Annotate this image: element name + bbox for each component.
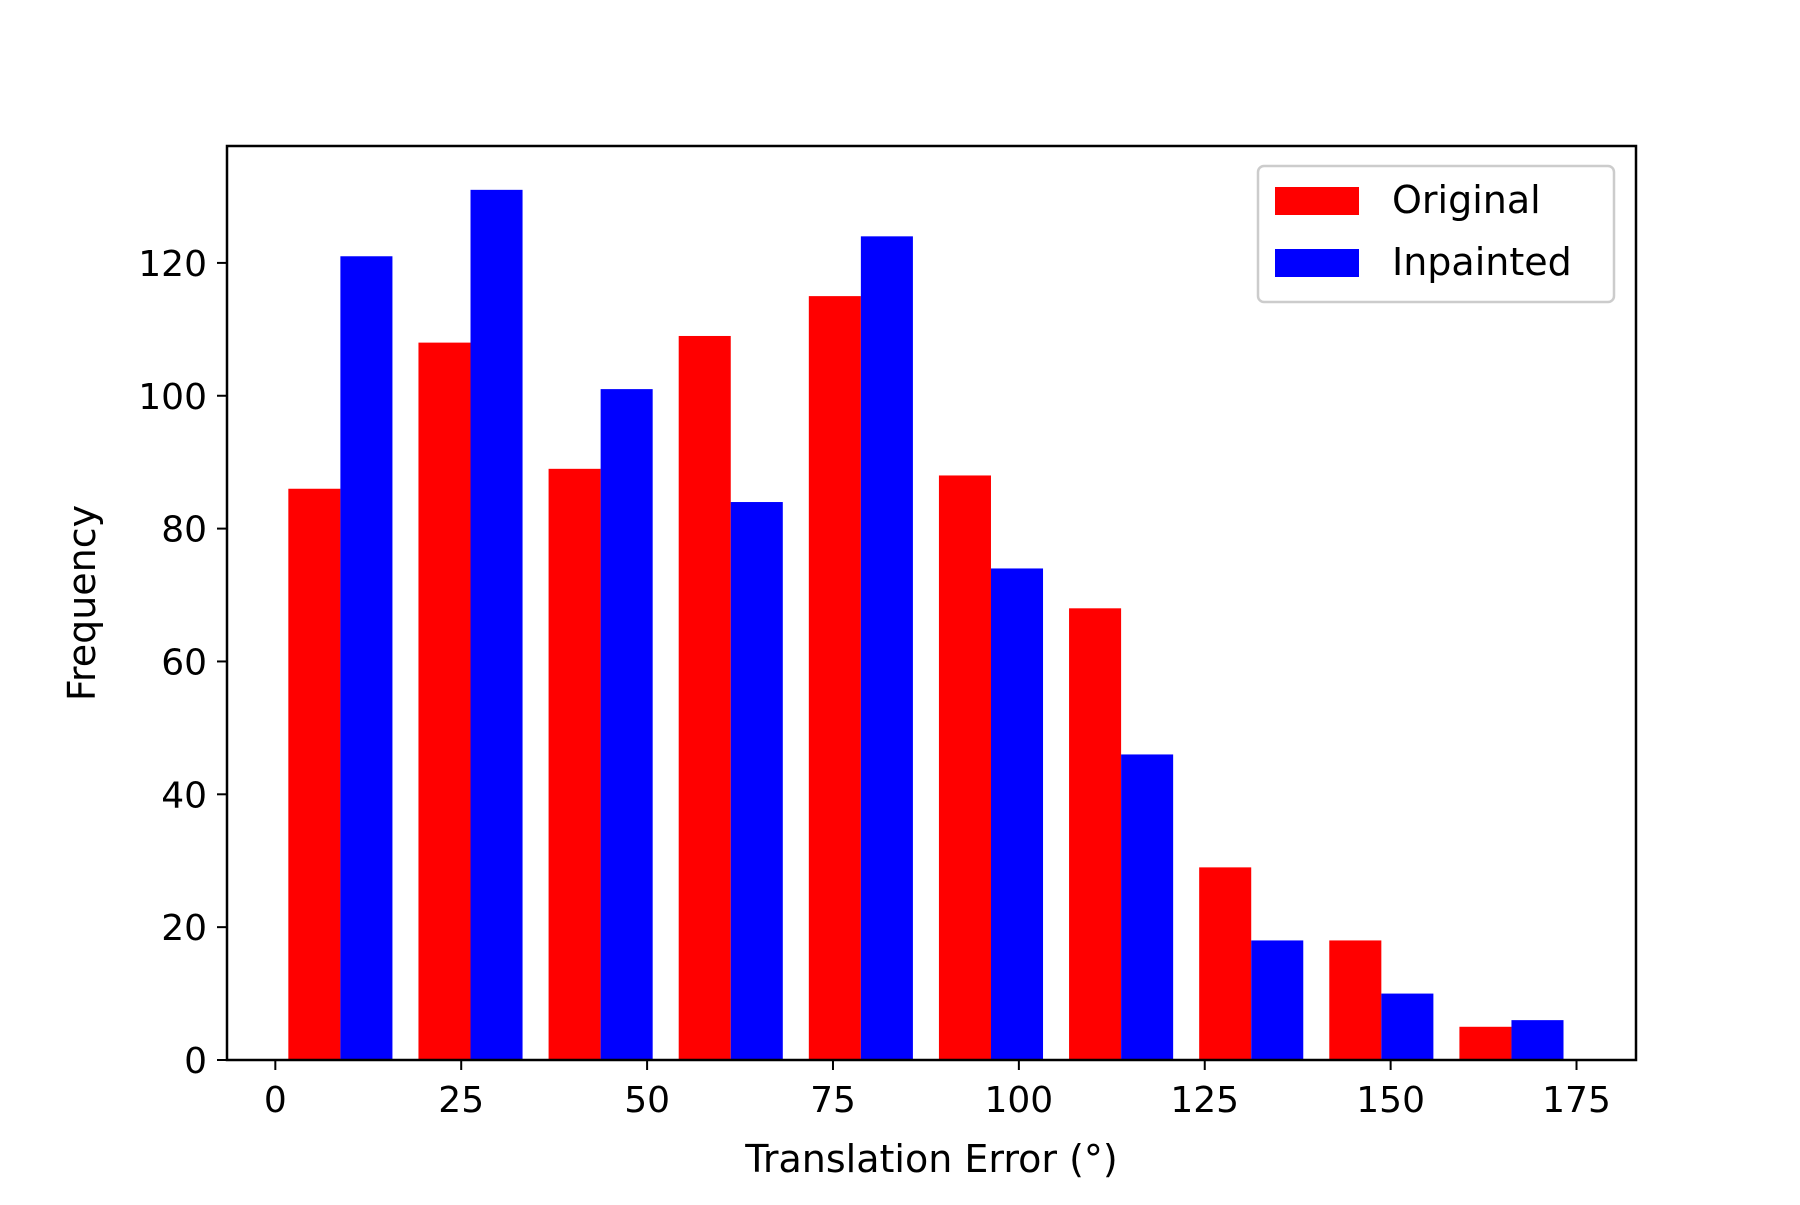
y-axis-title: Frequency xyxy=(60,505,104,701)
bar-original-1 xyxy=(418,342,471,1060)
bar-inpainted-0 xyxy=(340,256,393,1060)
legend: Original Inpainted xyxy=(1256,164,1616,304)
legend-swatch-inpainted xyxy=(1275,249,1359,277)
bars-layer xyxy=(288,189,1564,1061)
x-axis: 0 25 50 75 100 125 150 175 xyxy=(264,1060,1611,1121)
bar-inpainted-8 xyxy=(1381,993,1434,1060)
y-tick-label: 60 xyxy=(161,642,207,683)
x-tick-label: 25 xyxy=(438,1080,484,1121)
bar-original-5 xyxy=(938,475,991,1061)
bar-original-7 xyxy=(1199,867,1252,1060)
bar-original-3 xyxy=(678,335,731,1060)
bar-inpainted-6 xyxy=(1121,754,1174,1060)
y-tick-label: 0 xyxy=(184,1041,207,1082)
bar-inpainted-4 xyxy=(860,236,913,1060)
bar-inpainted-2 xyxy=(600,389,653,1060)
x-tick-label: 75 xyxy=(810,1080,856,1121)
y-tick-label: 120 xyxy=(138,244,207,285)
x-tick-label: 50 xyxy=(624,1080,670,1121)
x-tick-label: 100 xyxy=(985,1080,1054,1121)
y-tick-label: 80 xyxy=(161,510,207,551)
bar-original-2 xyxy=(548,468,601,1061)
y-axis: 0 20 40 60 80 100 120 xyxy=(138,244,227,1082)
bar-original-8 xyxy=(1329,940,1382,1060)
x-tick-label: 0 xyxy=(264,1080,287,1121)
plot-frame xyxy=(225,144,1638,1062)
bar-inpainted-3 xyxy=(730,502,783,1060)
y-tick-label: 100 xyxy=(138,377,207,418)
x-axis-title: Translation Error (°) xyxy=(744,1137,1118,1181)
legend-swatch-original xyxy=(1275,187,1359,215)
bar-original-0 xyxy=(288,488,341,1060)
bar-inpainted-9 xyxy=(1511,1020,1564,1060)
bar-inpainted-7 xyxy=(1251,940,1304,1060)
y-tick-label: 40 xyxy=(161,775,207,816)
legend-label-inpainted: Inpainted xyxy=(1392,240,1572,284)
y-tick-label: 20 xyxy=(161,908,207,949)
bar-original-6 xyxy=(1069,608,1122,1060)
legend-label-original: Original xyxy=(1392,178,1541,222)
bar-inpainted-5 xyxy=(990,568,1044,1060)
bar-original-9 xyxy=(1459,1026,1512,1060)
x-tick-label: 125 xyxy=(1170,1080,1239,1121)
bar-inpainted-1 xyxy=(470,189,523,1061)
x-tick-label: 175 xyxy=(1542,1080,1611,1121)
x-tick-label: 150 xyxy=(1356,1080,1425,1121)
bar-original-4 xyxy=(808,296,861,1061)
